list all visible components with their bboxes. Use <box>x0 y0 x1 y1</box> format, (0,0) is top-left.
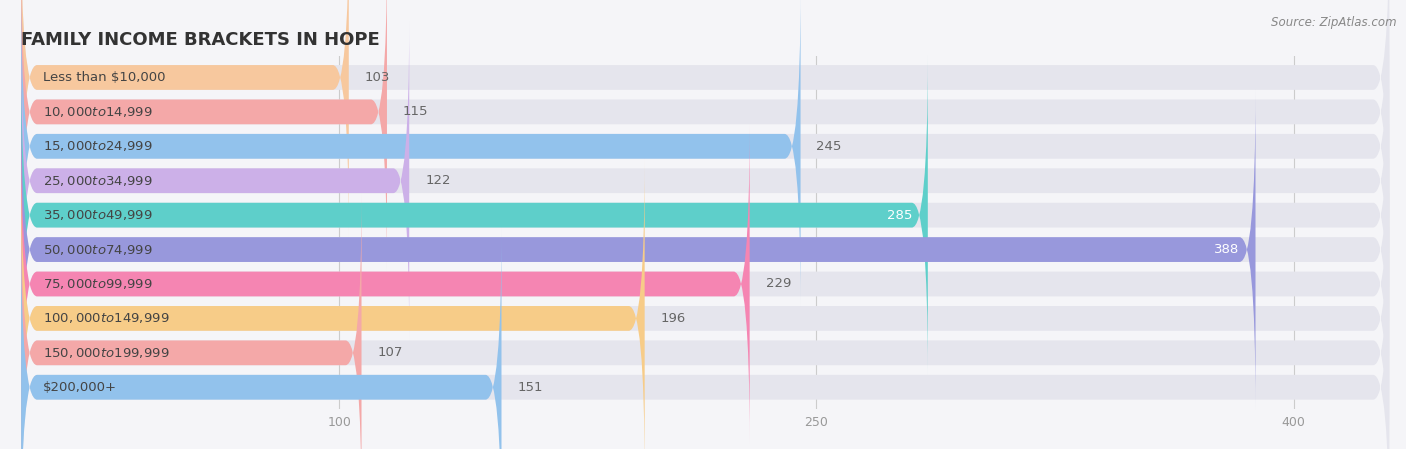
Text: $150,000 to $199,999: $150,000 to $199,999 <box>44 346 170 360</box>
Text: Source: ZipAtlas.com: Source: ZipAtlas.com <box>1271 16 1396 29</box>
Text: $10,000 to $14,999: $10,000 to $14,999 <box>44 105 153 119</box>
Text: Less than $10,000: Less than $10,000 <box>44 71 166 84</box>
Text: 122: 122 <box>425 174 451 187</box>
Text: 115: 115 <box>404 106 429 119</box>
Text: $75,000 to $99,999: $75,000 to $99,999 <box>44 277 153 291</box>
FancyBboxPatch shape <box>21 193 361 449</box>
Text: 245: 245 <box>817 140 842 153</box>
FancyBboxPatch shape <box>21 55 1389 375</box>
FancyBboxPatch shape <box>21 124 1389 444</box>
Text: $100,000 to $149,999: $100,000 to $149,999 <box>44 312 170 326</box>
FancyBboxPatch shape <box>21 228 502 449</box>
Text: 229: 229 <box>765 277 792 291</box>
Text: FAMILY INCOME BRACKETS IN HOPE: FAMILY INCOME BRACKETS IN HOPE <box>21 31 380 49</box>
FancyBboxPatch shape <box>21 0 387 272</box>
Text: 196: 196 <box>661 312 686 325</box>
Text: 103: 103 <box>364 71 389 84</box>
FancyBboxPatch shape <box>21 55 928 375</box>
Text: 107: 107 <box>377 346 402 359</box>
Text: $35,000 to $49,999: $35,000 to $49,999 <box>44 208 153 222</box>
Text: 388: 388 <box>1215 243 1240 256</box>
FancyBboxPatch shape <box>21 90 1389 409</box>
FancyBboxPatch shape <box>21 90 1256 409</box>
FancyBboxPatch shape <box>21 0 1389 272</box>
FancyBboxPatch shape <box>21 124 749 444</box>
Text: 151: 151 <box>517 381 543 394</box>
FancyBboxPatch shape <box>21 21 1389 340</box>
FancyBboxPatch shape <box>21 158 645 449</box>
FancyBboxPatch shape <box>21 0 349 237</box>
FancyBboxPatch shape <box>21 0 1389 237</box>
FancyBboxPatch shape <box>21 193 1389 449</box>
Text: $50,000 to $74,999: $50,000 to $74,999 <box>44 242 153 256</box>
Text: 285: 285 <box>887 209 912 222</box>
Text: $200,000+: $200,000+ <box>44 381 117 394</box>
Text: $15,000 to $24,999: $15,000 to $24,999 <box>44 139 153 153</box>
FancyBboxPatch shape <box>21 21 409 340</box>
FancyBboxPatch shape <box>21 228 1389 449</box>
FancyBboxPatch shape <box>21 0 800 306</box>
FancyBboxPatch shape <box>21 0 1389 306</box>
Text: $25,000 to $34,999: $25,000 to $34,999 <box>44 174 153 188</box>
FancyBboxPatch shape <box>21 158 1389 449</box>
